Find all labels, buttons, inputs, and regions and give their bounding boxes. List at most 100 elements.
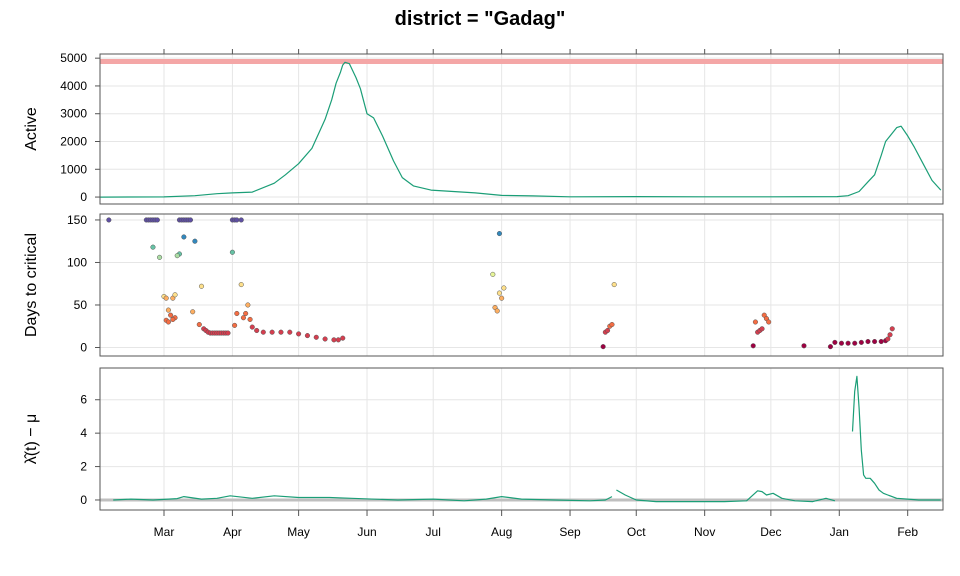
x-tick-label: Apr — [223, 525, 242, 539]
scatter-point — [174, 253, 180, 259]
scatter-point — [496, 231, 502, 237]
y-tick-label: 6 — [80, 393, 87, 407]
scatter-point — [234, 217, 240, 223]
y-tick-label: 4000 — [60, 79, 87, 93]
y-tick-label: 0 — [80, 340, 87, 354]
scatter-point — [254, 327, 260, 334]
scatter-point — [827, 344, 834, 350]
scatter-point — [192, 238, 198, 244]
scatter-point — [889, 326, 895, 332]
scatter-point — [245, 302, 251, 308]
scatter-point — [198, 283, 205, 289]
y-tick-label: 50 — [74, 298, 88, 312]
scatter-point — [887, 332, 893, 338]
x-tick-label: Nov — [694, 525, 715, 539]
y-axis-label: Active — [23, 107, 40, 151]
x-tick-label: Jun — [357, 525, 376, 539]
y-axis-label: λ̂(t) − μ — [23, 414, 40, 465]
scatter-point — [154, 217, 160, 223]
y-tick-label: 150 — [67, 213, 87, 227]
scatter-point — [885, 336, 891, 342]
scatter-point — [611, 282, 617, 288]
y-tick-label: 3000 — [60, 107, 87, 121]
y-tick-label: 0 — [80, 190, 87, 204]
panel-2: 0 50 100 150 Days to critical — [23, 213, 944, 357]
scatter-point — [878, 338, 884, 345]
scatter-point — [759, 326, 765, 332]
scatter-point — [865, 338, 871, 345]
scatter-point — [801, 343, 807, 349]
y-axis-label: Days to critical — [23, 233, 40, 337]
series-line-1 — [113, 495, 613, 502]
panel-1: 0 1000 2000 3000 4000 5000 Active — [23, 49, 944, 205]
scatter-point — [225, 330, 231, 336]
chart-title: district = "Gadag" — [395, 8, 566, 30]
scatter-point — [238, 217, 244, 223]
scatter-point — [335, 337, 341, 343]
scatter-point — [287, 329, 293, 335]
x-tick-label: Oct — [627, 525, 646, 539]
y-tick-label: 100 — [67, 255, 87, 269]
scatter-point — [234, 310, 240, 317]
scatter-point — [872, 338, 878, 345]
scatter-point — [157, 254, 163, 260]
scatter-point — [838, 340, 845, 346]
scatter-point — [750, 343, 756, 349]
x-tick-label: Jul — [426, 525, 441, 539]
scatter-point — [238, 282, 244, 288]
scatter-point — [605, 327, 611, 334]
scatter-point — [172, 292, 178, 298]
x-tick-label: Mar — [154, 525, 175, 539]
scatter-point — [832, 339, 838, 345]
x-tick-label: Dec — [760, 525, 781, 539]
scatter-point — [852, 340, 858, 346]
x-tick-label: Aug — [491, 525, 512, 539]
scatter-point — [229, 249, 235, 255]
scatter-point — [168, 312, 174, 318]
scatter-point — [499, 295, 505, 301]
series-line-3 — [851, 375, 941, 501]
x-tick-label: Jan — [830, 525, 849, 539]
scatter-point — [752, 319, 758, 325]
series-line-2 — [616, 489, 836, 503]
y-tick-label: 1000 — [60, 162, 87, 176]
scatter-point — [609, 321, 615, 328]
scatter-point — [190, 309, 196, 315]
scatter-point — [322, 336, 328, 342]
scatter-point — [340, 335, 346, 341]
panel-frame — [99, 213, 944, 357]
y-tick-label: 4 — [80, 426, 87, 440]
scatter-point — [170, 316, 176, 322]
scatter-point — [600, 344, 606, 350]
y-tick-label: 2 — [80, 460, 87, 474]
scatter-point — [278, 329, 284, 335]
scatter-point — [243, 310, 249, 317]
x-tick-label: Sep — [559, 525, 581, 539]
panel-frame — [99, 367, 944, 511]
scatter-point — [845, 340, 851, 346]
panel-3: 0 2 4 6 λ̂(t) − μ Mar Apr May Jun Jul Aug Sep Oct Nov… — [23, 367, 944, 539]
scatter-point — [331, 337, 337, 343]
scatter-point — [296, 331, 302, 337]
scatter-point — [766, 319, 772, 325]
scatter-point — [187, 217, 194, 223]
y-tick-label: 5000 — [60, 51, 87, 65]
scatter-point — [313, 334, 319, 340]
scatter-point — [232, 322, 238, 328]
scatter-point — [181, 234, 187, 240]
scatter-point — [490, 271, 496, 277]
scatter-point — [304, 333, 310, 339]
scatter-point — [165, 307, 171, 313]
scatter-point — [858, 339, 864, 345]
scatter-point — [247, 316, 253, 322]
y-tick-label: 0 — [80, 493, 87, 507]
scatter-point — [494, 308, 500, 314]
scatter-point — [165, 319, 171, 325]
x-tick-label: Feb — [897, 525, 918, 539]
scatter-point — [496, 290, 502, 296]
y-tick-label: 2000 — [60, 135, 87, 149]
scatter-point — [196, 321, 202, 328]
panels: 0 1000 2000 3000 4000 5000 Active 0 50 100 150 Days… — [23, 49, 944, 539]
series-line-1 — [99, 61, 942, 198]
